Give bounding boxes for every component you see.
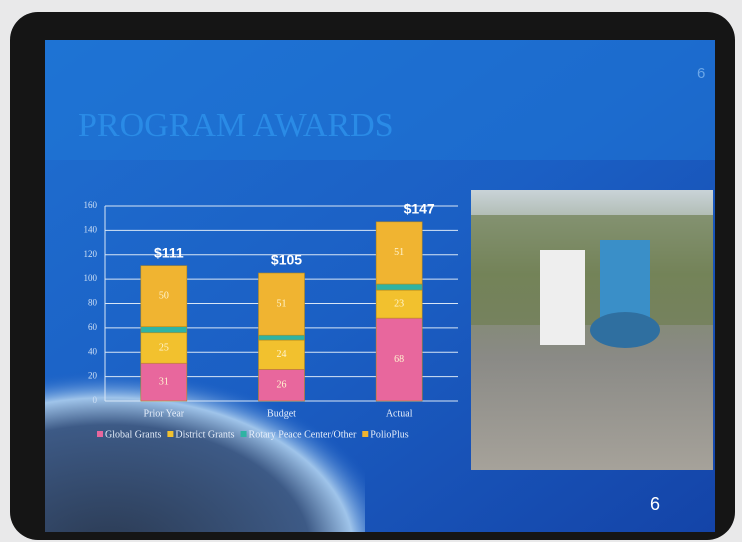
- data-label: 23: [394, 298, 404, 309]
- photo: PROGRAM AWARDS 6 6 0 20 40 60 80 100 120 140 160…: [0, 0, 742, 542]
- legend-label: District Grants: [175, 429, 234, 440]
- legend-label: Global Grants: [105, 429, 161, 440]
- people-photo: [471, 190, 713, 470]
- x-tick-label: Actual: [386, 408, 413, 419]
- data-label: 68: [394, 354, 404, 365]
- legend-label: PolioPlus: [370, 429, 408, 440]
- y-tick-label: 160: [84, 200, 98, 210]
- mangroves: [471, 215, 713, 325]
- data-label: 51: [277, 298, 287, 309]
- x-tick-label: Budget: [267, 408, 296, 419]
- data-label: 31: [159, 376, 169, 387]
- y-tick-label: 140: [84, 224, 98, 234]
- legend-swatch: [97, 431, 103, 437]
- legend-swatch: [241, 431, 247, 437]
- bar-segment: [141, 327, 187, 333]
- y-tick-label: 120: [84, 249, 98, 259]
- data-label: 26: [277, 379, 287, 390]
- data-label: 24: [277, 349, 287, 360]
- y-tick-label: 80: [88, 298, 98, 308]
- legend-label: Rotary Peace Center/Other: [249, 429, 357, 440]
- y-tick-label: 0: [93, 395, 98, 405]
- bar-segment: [259, 335, 305, 340]
- y-tick-label: 20: [88, 371, 98, 381]
- legend-swatch: [362, 431, 368, 437]
- slide-number: 6: [697, 65, 705, 82]
- person: [540, 250, 585, 345]
- total-label: $147: [404, 201, 435, 217]
- page: PROGRAM AWARDS 6 6 0 20 40 60 80 100 120 140 160…: [0, 0, 742, 542]
- data-label: 51: [394, 247, 404, 258]
- bar-segment: [376, 284, 422, 290]
- total-label: $105: [271, 252, 302, 268]
- data-label: 50: [159, 290, 169, 301]
- y-tick-label: 40: [88, 346, 98, 356]
- data-label: 25: [159, 342, 169, 353]
- y-tick-label: 100: [84, 273, 98, 283]
- y-tick-label: 60: [88, 322, 98, 332]
- slide-number: 6: [650, 494, 660, 514]
- total-label: $111: [154, 244, 184, 260]
- x-tick-label: Prior Year: [144, 408, 185, 419]
- chart-title: PROGRAM AWARDS: [78, 107, 394, 144]
- wheelbarrow: [590, 312, 660, 348]
- legend-swatch: [167, 431, 173, 437]
